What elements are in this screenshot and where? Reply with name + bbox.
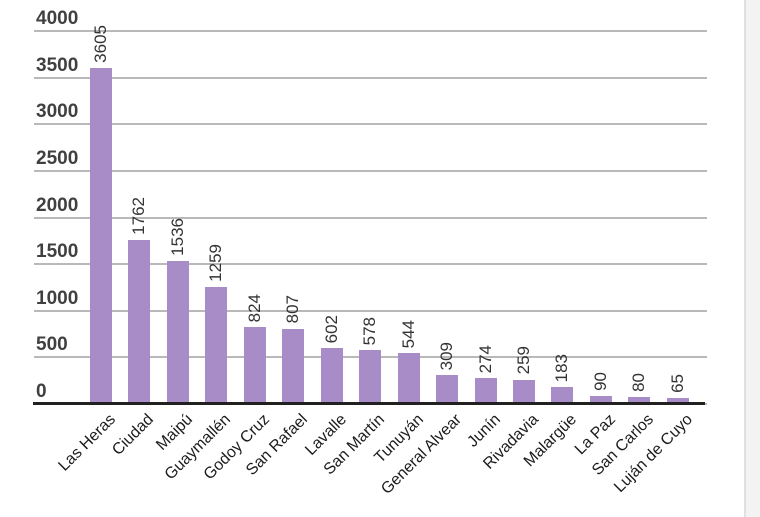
value-label: 1762 [129, 196, 149, 235]
value-label: 578 [360, 316, 380, 346]
gridline [34, 30, 707, 32]
bar [512, 379, 535, 404]
value-label: 807 [283, 295, 303, 324]
bar [166, 260, 189, 404]
bar [474, 378, 497, 404]
value-label: 3605 [91, 25, 110, 63]
gridline [34, 76, 707, 79]
value-label: 259 [513, 346, 533, 375]
bar [243, 327, 266, 404]
bar [436, 375, 459, 404]
value-label: 824 [244, 293, 264, 323]
y-tick-label: 2000 [36, 194, 79, 216]
y-tick-label: 1500 [36, 241, 79, 263]
gridline [34, 216, 707, 219]
bar [359, 350, 382, 404]
value-label: 1259 [206, 243, 226, 282]
bar [551, 386, 574, 404]
gridline [34, 309, 707, 312]
y-tick-label: 1000 [36, 287, 79, 309]
bar [320, 347, 343, 404]
y-tick-label: 500 [36, 334, 68, 356]
gridline [34, 169, 707, 172]
y-tick-label: 4000 [36, 8, 79, 29]
value-label: 544 [398, 319, 418, 349]
gridline [34, 123, 707, 126]
y-tick-label: 0 [36, 381, 47, 402]
value-label: 602 [321, 314, 341, 343]
value-label: 183 [552, 353, 572, 382]
bar [205, 286, 228, 404]
bar [589, 395, 612, 404]
value-label: 309 [437, 341, 457, 371]
bar [282, 328, 305, 404]
value-label: 90 [590, 371, 610, 391]
y-tick-label: 3000 [36, 101, 79, 123]
scrollbar-track[interactable] [744, 0, 760, 517]
x-axis-line [33, 402, 705, 405]
bar [628, 396, 651, 404]
value-label: 65 [667, 374, 687, 393]
value-label: 274 [475, 345, 495, 374]
gridline [34, 263, 707, 266]
bar [90, 67, 112, 404]
bar [128, 239, 151, 404]
bar [666, 397, 689, 404]
value-label: 1536 [167, 217, 187, 256]
y-tick-label: 3500 [36, 54, 79, 76]
bar [397, 353, 420, 404]
y-tick-label: 2500 [36, 147, 79, 169]
value-label: 80 [629, 372, 649, 392]
